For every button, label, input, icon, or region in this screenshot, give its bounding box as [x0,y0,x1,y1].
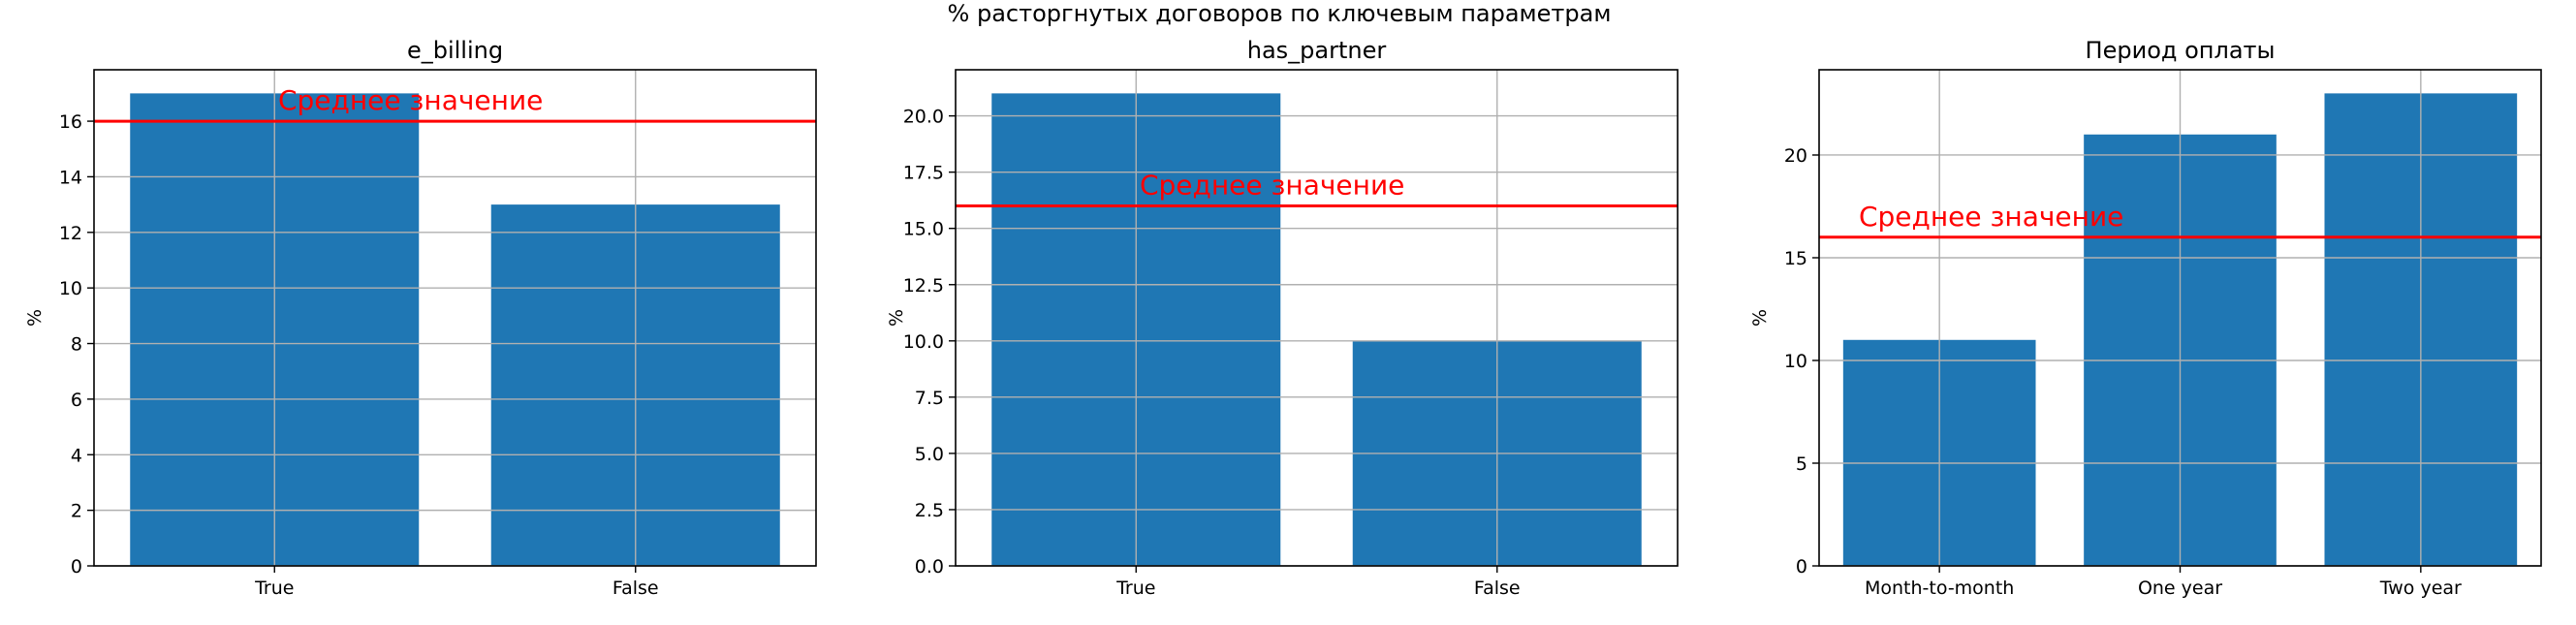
ytick-label: 0 [1796,556,1807,578]
y-axis-label: % [1749,309,1771,327]
xtick-label: True [254,578,294,599]
ytick-label: 10 [59,278,82,299]
ytick-label: 10.0 [903,331,944,353]
mean-line-label: Среднее значение [1140,169,1404,201]
ytick-label: 20.0 [903,107,944,128]
ytick-label: 15.0 [903,219,944,240]
ytick-label: 10 [1784,351,1807,372]
ytick-label: 8 [71,334,82,356]
ytick-label: 20 [1784,145,1807,167]
ytick-label: 12 [59,223,82,244]
ytick-label: 5 [1796,453,1807,475]
y-axis-label: % [886,309,907,327]
figure-title: % расторгнутых договоров по ключевым пар… [948,0,1612,27]
ytick-label: 4 [71,445,82,466]
ytick-label: 17.5 [903,163,944,184]
mean-line-label: Среднее значение [1859,201,2123,233]
xtick-label: Two year [2379,578,2462,599]
axes-frame [93,69,817,567]
ytick-label: 7.5 [915,388,944,409]
ytick-label: 16 [59,111,82,133]
mean-line-label: Среднее значение [278,84,543,116]
subplots: e_billing 0 2 4 6 8 10 12 14 16 True False Среднее з… [24,37,2542,599]
axes-frame [955,69,1679,567]
xtick-label: False [613,578,659,599]
ytick-label: 2.5 [915,500,944,521]
ytick-label: 12.5 [903,275,944,297]
subplot-title: Период оплаты [2086,37,2276,64]
y-axis-label: % [24,309,46,327]
xtick-label: One year [2138,578,2222,599]
subplot-title: e_billing [407,37,503,64]
subplot-0: e_billing 0 2 4 6 8 10 12 14 16 True False Среднее з… [24,37,817,599]
xtick-label: False [1474,578,1521,599]
ytick-label: 0.0 [915,556,944,578]
xtick-label: Month-to-month [1865,578,2014,599]
subplot-title: has_partner [1247,37,1387,64]
ytick-label: 5.0 [915,444,944,465]
ytick-label: 2 [71,501,82,522]
ytick-label: 15 [1784,248,1807,269]
subplot-2: Период оплаты 0 5 10 15 20 Month-to-month One y… [1749,37,2542,599]
axes-frame [1818,69,2542,567]
ytick-label: 14 [59,167,82,188]
ytick-label: 0 [71,556,82,578]
xtick-label: True [1115,578,1155,599]
subplot-1: has_partner 0.0 2.5 5.0 7.5 10.0 12.5 15.0 17.5 2… [886,37,1679,599]
ytick-label: 6 [71,390,82,411]
